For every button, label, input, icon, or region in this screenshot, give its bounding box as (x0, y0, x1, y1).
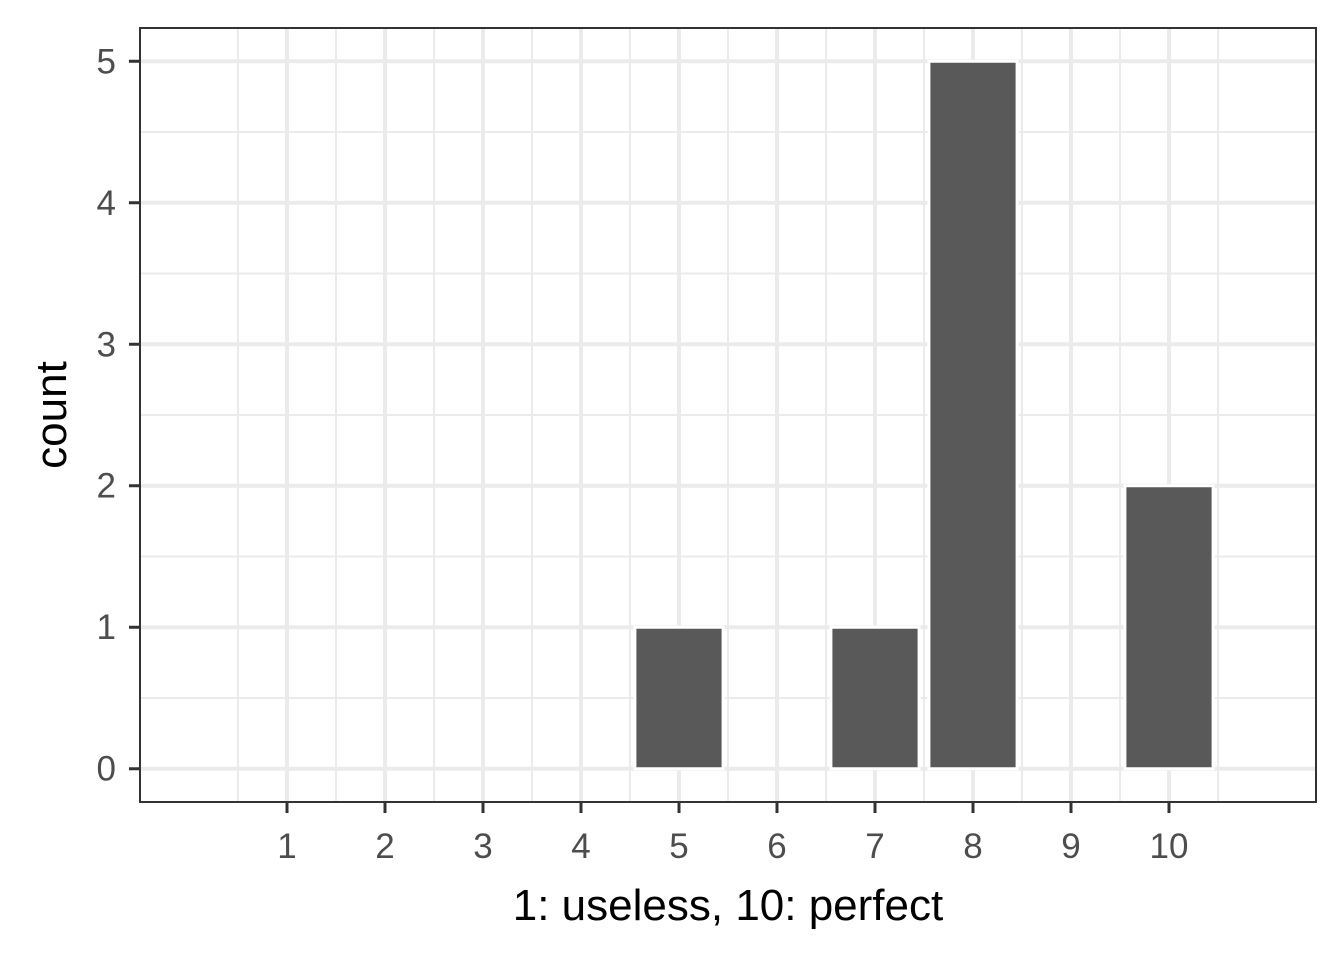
x-tick-label: 6 (767, 827, 786, 866)
x-tick-label: 8 (963, 827, 982, 866)
bars (633, 59, 1215, 771)
x-tick-label: 5 (669, 827, 688, 866)
x-tick-label: 3 (473, 827, 492, 866)
x-tick-label: 4 (571, 827, 590, 866)
y-tick-label: 4 (97, 184, 116, 223)
bar-7 (829, 625, 921, 771)
panel-border (139, 27, 1317, 803)
y-axis-ticks: 0 1 2 3 4 5 (97, 42, 140, 789)
x-tick-label: 7 (865, 827, 884, 866)
x-tick-label: 2 (375, 827, 394, 866)
bar-10 (1123, 484, 1215, 771)
x-tick-label: 9 (1061, 827, 1080, 866)
x-axis-ticks: 1 2 3 4 5 6 7 8 9 10 (277, 802, 1188, 866)
y-tick-label: 2 (97, 467, 116, 506)
x-tick-label: 1 (277, 827, 296, 866)
y-tick-label: 1 (97, 608, 116, 647)
y-tick-label: 0 (97, 750, 116, 789)
y-tick-label: 5 (97, 42, 116, 81)
bar-5 (633, 625, 725, 771)
y-axis-title: count (27, 361, 76, 469)
y-tick-label: 3 (97, 325, 116, 364)
x-axis-title: 1: useless, 10: perfect (513, 881, 943, 930)
bar-8 (927, 59, 1019, 771)
x-tick-label: 10 (1150, 827, 1189, 866)
